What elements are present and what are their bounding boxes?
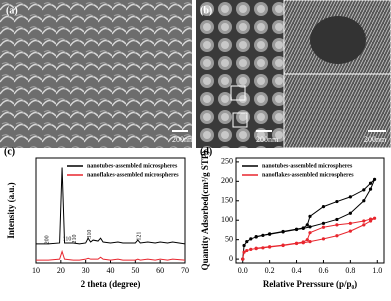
data-point — [362, 199, 366, 203]
scale-bar-label: 200nm — [256, 135, 279, 144]
data-point — [268, 245, 272, 249]
peak-label: 310 — [87, 230, 93, 239]
x-tick-label: 30 — [82, 266, 90, 275]
x-tick-label: 10 — [32, 266, 40, 275]
data-point — [308, 225, 312, 229]
peak-label: 210 — [72, 234, 78, 243]
y-tick-label: 250 — [221, 157, 233, 166]
data-point — [254, 234, 258, 239]
scale-bar-label: 200nm — [364, 135, 387, 144]
data-point — [348, 229, 352, 233]
data-point — [242, 250, 246, 254]
x-tick-label: 40 — [107, 266, 115, 275]
zoom-box — [232, 112, 248, 128]
series-line — [36, 167, 186, 245]
data-point — [281, 229, 285, 234]
y-tick-label: 50 — [225, 234, 233, 243]
zoom-box — [230, 85, 246, 101]
data-point — [335, 199, 339, 204]
y-tick-label: 150 — [221, 196, 233, 205]
panel-label: (c) — [4, 146, 15, 157]
data-point — [308, 231, 312, 235]
data-point — [249, 237, 253, 241]
data-point — [301, 226, 305, 230]
data-point — [368, 187, 373, 191]
data-point — [348, 221, 352, 225]
data-point — [362, 223, 366, 227]
x-tick-label: 70 — [181, 266, 189, 275]
data-point — [308, 240, 312, 244]
sem-image-b — [196, 0, 284, 148]
x-tick-label: 60 — [156, 266, 164, 275]
x-tick-label: 50 — [131, 266, 139, 275]
y-tick-label: 200 — [221, 176, 233, 185]
data-point — [308, 214, 312, 218]
data-point — [242, 243, 246, 248]
x-tick-label: 0.4 — [292, 266, 302, 275]
data-point — [305, 223, 309, 227]
data-point — [368, 217, 373, 221]
legend-label: nanotubes-assembled microspheres — [262, 163, 353, 169]
data-point — [372, 216, 377, 220]
x-tick-label: 0.2 — [265, 266, 275, 275]
sem-image-a — [0, 0, 192, 148]
panel-label: (a) — [6, 5, 18, 16]
data-point — [368, 181, 373, 185]
data-point — [249, 247, 253, 251]
data-point — [241, 257, 245, 261]
panel-label: (b) — [200, 5, 212, 16]
y-axis-title: Intensity (a.u.) — [6, 182, 16, 238]
sem-images: (a) (b) 200nm 200nm 200nm — [0, 0, 391, 149]
series-line — [36, 249, 186, 261]
data-point — [245, 240, 249, 244]
x-axis-title: 2 theta (degree) — [81, 279, 141, 289]
peak-label: 200 — [45, 235, 51, 244]
x-tick-label: 0.8 — [345, 266, 355, 275]
data-point — [254, 246, 258, 250]
data-point — [372, 177, 377, 181]
x-axis-title: Relative Prerssure (p/p₀) — [263, 279, 357, 289]
data-point — [294, 241, 299, 245]
data-point — [335, 234, 339, 238]
y-tick-label: 0 — [229, 254, 233, 263]
legend-label: nanotubes-assembled microspheres — [87, 163, 178, 169]
sphere-core — [310, 16, 366, 64]
data-point — [281, 243, 285, 247]
data-point — [348, 211, 352, 215]
y-tick-label: 100 — [221, 215, 233, 224]
data-point — [301, 240, 305, 244]
data-point — [321, 221, 326, 225]
data-point — [321, 237, 326, 241]
peak-label: 110 — [63, 236, 72, 242]
data-point — [294, 227, 299, 231]
y-axis-title: Quantity Adsorbed(cm³/g STP) — [200, 151, 210, 271]
data-point — [261, 233, 265, 237]
x-tick-label: 0.0 — [238, 266, 248, 275]
data-point — [321, 225, 326, 229]
data-point — [335, 217, 339, 222]
data-point — [362, 188, 366, 192]
x-tick-label: 0.6 — [318, 266, 328, 275]
legend-label: nanoflakes-assembled microspheres — [262, 172, 354, 178]
x-tick-label: 1.0 — [372, 266, 382, 275]
data-point — [268, 232, 272, 236]
data-point — [348, 195, 352, 199]
peak-label: 121 — [136, 232, 142, 241]
x-tick-label: 20 — [57, 266, 65, 275]
scale-bar-label: 200nm — [172, 135, 195, 144]
plot-frame — [235, 157, 385, 264]
data-point — [362, 219, 366, 223]
panel-label: (d) — [200, 146, 212, 157]
data-point — [321, 205, 326, 209]
data-point — [261, 246, 265, 250]
data-point — [305, 238, 309, 242]
data-point — [335, 223, 339, 227]
sem-inset-bottom — [284, 74, 391, 148]
legend-label: nanoflakes-assembled microspheres — [87, 172, 179, 178]
data-point — [245, 248, 249, 253]
